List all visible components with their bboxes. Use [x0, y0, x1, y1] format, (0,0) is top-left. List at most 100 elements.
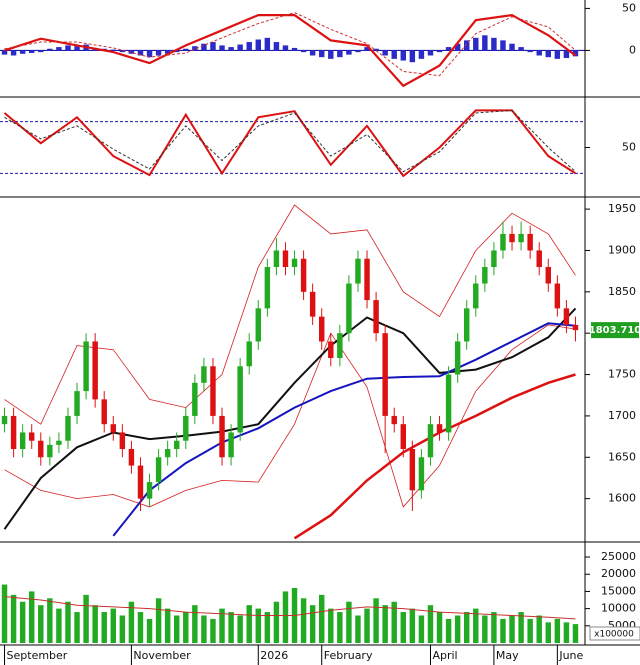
volume-bar — [328, 608, 334, 643]
candle-body — [527, 233, 533, 251]
volume-bar — [337, 612, 343, 643]
candle-body — [427, 424, 434, 458]
last-price-label: 1803.710 — [589, 325, 640, 336]
histogram-bar — [382, 50, 388, 56]
volume-bar — [536, 615, 542, 643]
candle-body — [355, 258, 361, 284]
indicator-line — [4, 204, 576, 425]
volume-bar — [192, 605, 198, 643]
histogram-bar — [174, 50, 180, 53]
volume-bar — [364, 608, 370, 643]
candle-body — [482, 267, 488, 284]
indicator-line — [112, 322, 576, 537]
candle-body — [337, 333, 343, 359]
histogram-bar — [373, 48, 379, 51]
candle-body — [128, 449, 135, 466]
candle-body — [155, 457, 162, 483]
volume-bar — [210, 618, 216, 643]
candle-body — [518, 233, 524, 243]
candle-body — [255, 308, 261, 342]
candle-body — [183, 415, 189, 441]
volume-bar — [319, 594, 325, 643]
y-tick-label: 1750 — [608, 368, 636, 381]
candle-body — [373, 300, 379, 334]
volume-bar — [382, 605, 388, 643]
y-tick-label: 20000 — [601, 567, 636, 580]
volume-bar — [146, 618, 153, 643]
volume-bar — [464, 612, 470, 643]
volume-bar — [500, 618, 506, 643]
volume-bar — [56, 608, 62, 643]
histogram-bar — [219, 45, 225, 51]
y-tick-label: 50 — [622, 1, 636, 14]
histogram-bar — [164, 50, 171, 54]
candle-body — [246, 341, 252, 367]
y-tick-label: 1650 — [608, 450, 636, 463]
candle-body — [273, 250, 280, 268]
histogram-bar — [491, 37, 497, 51]
unit-box — [589, 626, 640, 641]
histogram-bar — [545, 50, 551, 58]
volume-bar — [373, 598, 379, 643]
volume-bar — [264, 612, 271, 643]
candle-body — [110, 424, 116, 433]
volume-bar — [110, 608, 116, 643]
histogram-bar — [74, 46, 80, 51]
volume-bar — [10, 594, 17, 643]
candle-body — [319, 316, 325, 342]
volume-bar — [527, 618, 533, 643]
volume-bar — [155, 598, 162, 643]
histogram-bar — [464, 40, 470, 51]
volume-bar — [518, 612, 524, 643]
histogram-bar — [155, 50, 162, 56]
volume-bar — [418, 615, 425, 643]
x-tick-label: November — [133, 649, 191, 662]
y-tick-label: 1950 — [608, 202, 636, 215]
indicator-line — [4, 13, 577, 88]
candle-body — [509, 233, 515, 243]
candle-body — [38, 440, 44, 458]
y-tick-label: 1700 — [608, 409, 636, 422]
y-tick-label: 15000 — [601, 584, 636, 597]
volume-bar — [219, 608, 225, 643]
histogram-bar — [536, 50, 542, 56]
histogram-bar — [19, 50, 26, 54]
volume-bar — [92, 605, 98, 643]
indicator-line — [4, 109, 576, 173]
histogram-bar — [482, 35, 488, 51]
histogram-bar — [572, 50, 579, 57]
volume-bar — [38, 605, 44, 643]
volume-bar — [427, 605, 434, 643]
x-tick-label: 2026 — [260, 649, 288, 662]
candle-body — [300, 258, 307, 292]
volume-bar — [346, 601, 352, 643]
histogram-bar — [29, 50, 35, 53]
volume-bar — [237, 615, 243, 643]
y-tick-label: 50 — [622, 141, 636, 154]
histogram-bar — [56, 47, 62, 51]
candle-body — [346, 283, 352, 334]
candle-body — [10, 415, 17, 450]
x-tick-label: June — [558, 649, 583, 662]
candle-body — [228, 432, 234, 458]
candle-body — [454, 341, 461, 375]
candle-body — [554, 283, 561, 309]
candle-body — [464, 308, 470, 342]
candle-body — [56, 440, 62, 445]
histogram-bar — [10, 50, 17, 56]
histogram-bar — [391, 50, 397, 59]
x-tick-label: September — [7, 649, 68, 662]
histogram-bar — [309, 50, 316, 56]
y-tick-label: 1900 — [608, 243, 636, 256]
volume-bar — [563, 622, 570, 643]
histogram-bar — [346, 50, 352, 55]
y-tick-label: 1600 — [608, 492, 636, 505]
candle-body — [572, 324, 579, 331]
histogram-bar — [237, 44, 243, 51]
histogram-bar — [291, 47, 298, 51]
histogram-bar — [137, 50, 144, 56]
volume-bar — [273, 601, 280, 643]
candle-body — [237, 366, 243, 433]
volume-bar — [74, 612, 80, 643]
histogram-bar — [65, 45, 71, 51]
